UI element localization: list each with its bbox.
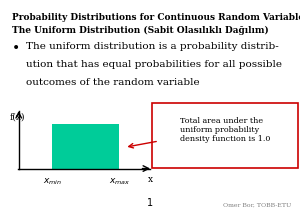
Text: x: x	[148, 175, 153, 184]
Text: The uniform distribution is a probability distrib-: The uniform distribution is a probabilit…	[26, 42, 278, 51]
Text: 1: 1	[147, 198, 153, 208]
Text: •: •	[12, 42, 20, 56]
Text: Omer Bor, TOBB-ETU: Omer Bor, TOBB-ETU	[223, 203, 291, 208]
FancyBboxPatch shape	[52, 124, 119, 169]
Text: The Uniform Distribution (Sabit Olasılıklı Dağılım): The Uniform Distribution (Sabit Olasılık…	[12, 25, 269, 35]
Text: $x_{min}$: $x_{min}$	[43, 176, 62, 187]
Text: f(x): f(x)	[9, 113, 25, 121]
FancyBboxPatch shape	[152, 103, 298, 168]
Text: ution that has equal probabilities for all possible: ution that has equal probabilities for a…	[26, 60, 281, 69]
Text: $x_{max}$: $x_{max}$	[109, 176, 130, 187]
Text: outcomes of the random variable: outcomes of the random variable	[26, 78, 199, 87]
Text: Total area under the
uniform probability
density function is 1.0: Total area under the uniform probability…	[180, 117, 270, 143]
Text: Probability Distributions for Continuous Random Variables:: Probability Distributions for Continuous…	[12, 13, 300, 22]
